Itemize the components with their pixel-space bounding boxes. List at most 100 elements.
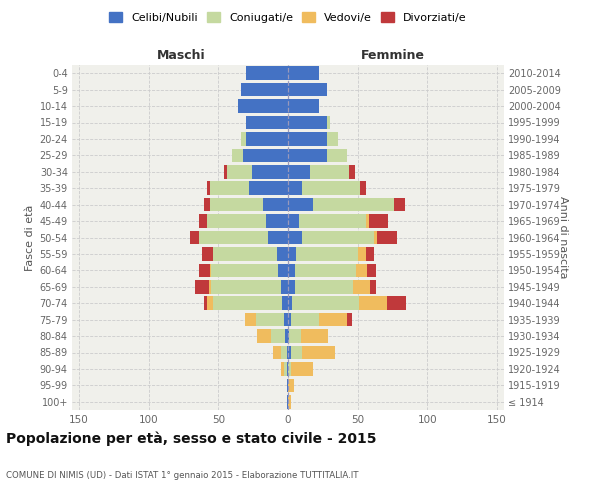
Bar	[287, 346, 288, 359]
Bar	[277, 247, 288, 260]
Bar	[232, 148, 244, 162]
Bar	[213, 296, 283, 310]
Bar	[288, 165, 310, 178]
Text: COMUNE DI NIMIS (UD) - Dati ISTAT 1° gennaio 2015 - Elaborazione TUTTITALIA.IT: COMUNE DI NIMIS (UD) - Dati ISTAT 1° gen…	[6, 470, 359, 480]
Bar	[245, 313, 256, 326]
Bar	[249, 182, 288, 195]
Bar	[291, 313, 319, 326]
Bar	[281, 346, 287, 359]
Bar	[313, 198, 394, 211]
Bar	[288, 100, 319, 113]
Bar	[288, 214, 299, 228]
Bar	[288, 378, 293, 392]
Bar	[327, 116, 330, 129]
Text: Popolazione per età, sesso e stato civile - 2015: Popolazione per età, sesso e stato civil…	[6, 431, 377, 446]
Bar	[374, 231, 377, 244]
Bar	[356, 264, 367, 277]
Y-axis label: Anni di nascita: Anni di nascita	[558, 196, 568, 279]
Bar	[295, 280, 353, 293]
Bar	[319, 313, 347, 326]
Bar	[194, 280, 209, 293]
Bar	[394, 198, 405, 211]
Bar	[288, 182, 302, 195]
Bar	[202, 247, 213, 260]
Bar	[224, 165, 227, 178]
Bar	[284, 362, 287, 376]
Bar	[349, 165, 355, 178]
Bar	[366, 214, 369, 228]
Bar	[207, 296, 213, 310]
Bar	[288, 280, 295, 293]
Bar	[210, 182, 249, 195]
Bar	[359, 296, 387, 310]
Bar	[310, 165, 349, 178]
Bar	[288, 198, 313, 211]
Bar	[288, 264, 295, 277]
Bar	[291, 362, 313, 376]
Bar	[199, 264, 210, 277]
Bar	[288, 66, 319, 80]
Bar	[256, 313, 284, 326]
Bar	[241, 83, 288, 96]
Bar	[283, 296, 288, 310]
Bar	[296, 247, 358, 260]
Bar	[288, 346, 291, 359]
Bar	[238, 100, 288, 113]
Bar	[369, 214, 388, 228]
Bar	[302, 182, 361, 195]
Bar	[287, 362, 288, 376]
Bar	[213, 247, 277, 260]
Bar	[209, 280, 211, 293]
Bar	[288, 395, 291, 408]
Bar	[246, 116, 288, 129]
Bar	[263, 198, 288, 211]
Bar	[327, 132, 338, 145]
Bar	[288, 362, 291, 376]
Bar	[358, 247, 366, 260]
Text: Maschi: Maschi	[157, 48, 205, 62]
Bar	[288, 247, 296, 260]
Bar	[361, 182, 366, 195]
Bar	[257, 330, 271, 343]
Bar	[190, 231, 199, 244]
Bar	[268, 231, 288, 244]
Bar	[199, 231, 268, 244]
Bar	[271, 330, 285, 343]
Bar	[281, 362, 284, 376]
Bar	[272, 346, 281, 359]
Bar	[284, 313, 288, 326]
Bar	[301, 330, 328, 343]
Bar	[347, 313, 352, 326]
Bar	[367, 264, 376, 277]
Bar	[246, 66, 288, 80]
Bar	[266, 214, 288, 228]
Text: Femmine: Femmine	[361, 48, 425, 62]
Bar	[278, 264, 288, 277]
Bar	[370, 280, 376, 293]
Bar	[366, 247, 374, 260]
Bar	[288, 148, 327, 162]
Bar	[288, 313, 291, 326]
Bar	[252, 165, 288, 178]
Bar	[287, 378, 288, 392]
Bar	[288, 132, 327, 145]
Y-axis label: Fasce di età: Fasce di età	[25, 204, 35, 270]
Bar	[288, 116, 327, 129]
Bar	[211, 264, 278, 277]
Bar	[205, 198, 210, 211]
Bar	[387, 296, 406, 310]
Bar	[299, 214, 366, 228]
Bar	[288, 231, 302, 244]
Bar	[207, 214, 266, 228]
Bar	[244, 148, 288, 162]
Bar	[287, 395, 288, 408]
Bar	[210, 264, 211, 277]
Bar	[211, 280, 281, 293]
Bar	[285, 330, 288, 343]
Bar	[302, 346, 335, 359]
Bar	[291, 346, 302, 359]
Bar	[207, 182, 210, 195]
Bar	[288, 296, 292, 310]
Bar	[327, 148, 347, 162]
Bar	[246, 132, 288, 145]
